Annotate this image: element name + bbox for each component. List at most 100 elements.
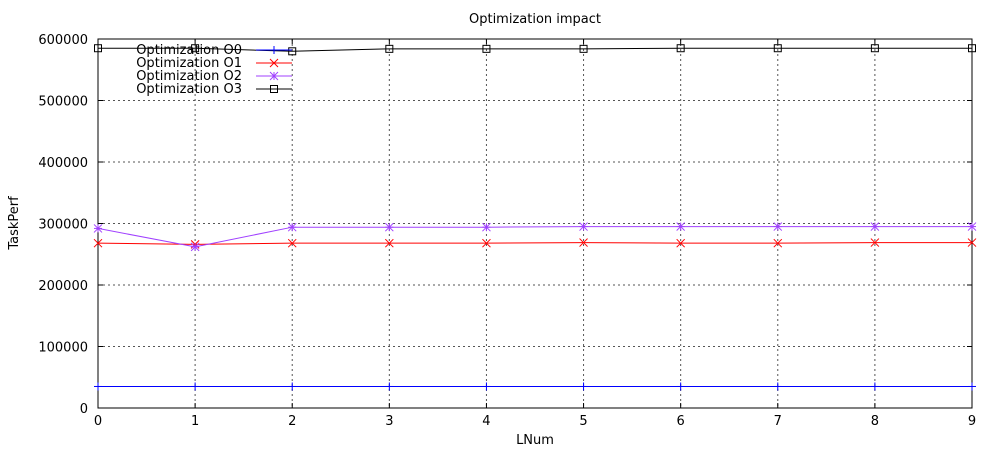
series-line [97, 226, 972, 248]
series-3 [94, 44, 976, 56]
data-point [579, 222, 588, 231]
data-point [773, 382, 782, 391]
marker-square [482, 44, 491, 53]
legend-label: Optimization O1 [136, 56, 242, 71]
data-point [482, 222, 491, 232]
data-point [676, 238, 686, 248]
marker-stroke [676, 238, 686, 248]
marker-stroke [967, 238, 977, 247]
data-point [94, 44, 102, 53]
data-point [269, 58, 279, 68]
data-point [270, 85, 278, 93]
marker-square [191, 44, 200, 53]
y-tick-label: 500000 [38, 95, 88, 110]
marker-square [270, 85, 278, 93]
marker-square [968, 44, 976, 53]
x-tick-label: 9 [968, 414, 976, 429]
data-point [870, 238, 880, 247]
x-tick-label: 6 [677, 414, 685, 429]
data-point [270, 46, 278, 54]
data-point [773, 238, 783, 248]
marker-square [579, 44, 588, 53]
y-tick-label: 200000 [38, 279, 88, 294]
data-point [94, 382, 102, 391]
data-point [870, 382, 879, 391]
y-tick-label: 300000 [38, 218, 88, 233]
x-tick-label: 4 [482, 414, 490, 429]
data-point [191, 382, 200, 391]
x-axis-label: LNum [516, 433, 554, 448]
marker-square [676, 44, 685, 53]
data-point [773, 222, 783, 231]
marker-stroke [870, 222, 880, 231]
data-point [482, 238, 491, 248]
marker-stroke [579, 238, 588, 247]
series-group [93, 44, 977, 391]
marker-square [773, 44, 782, 53]
legend-label: Optimization O3 [136, 82, 242, 97]
x-tick-label: 5 [579, 414, 587, 429]
marker-stroke [967, 222, 977, 231]
data-point [968, 382, 976, 391]
data-point [190, 242, 200, 252]
data-point [288, 382, 297, 391]
marker-stroke [287, 222, 297, 232]
data-point [93, 238, 103, 248]
x-tick-label: 3 [385, 414, 393, 429]
marker-stroke [93, 238, 103, 248]
x-tick-label: 2 [288, 414, 296, 429]
data-point [384, 238, 394, 248]
marker-stroke [482, 238, 491, 248]
data-point [579, 238, 588, 247]
legend-entry: Optimization O2 [136, 69, 292, 84]
marker-square [288, 47, 297, 56]
data-point [384, 222, 394, 232]
data-point [288, 47, 297, 56]
marker-stroke [579, 222, 588, 231]
marker-stroke [482, 222, 491, 232]
data-point [287, 222, 297, 232]
x-tick-label: 0 [94, 414, 102, 429]
chart-title: Optimization impact [469, 12, 601, 27]
series-0 [94, 382, 976, 391]
data-point [870, 222, 880, 231]
marker-stroke [870, 238, 880, 247]
legend-entry: Optimization O1 [136, 56, 292, 71]
marker-square [385, 44, 394, 53]
series-1 [93, 238, 977, 249]
x-tick-label: 7 [774, 414, 782, 429]
data-point [676, 382, 685, 391]
x-tick-label: 8 [871, 414, 879, 429]
data-point [579, 44, 588, 53]
marker-square [94, 44, 102, 53]
axes: 0 1 2 3 4 5 6 7 8 9 0 100000 200000 300000 400000 50000… [38, 33, 976, 429]
marker-stroke [93, 224, 103, 233]
y-axis-label: TaskPerf [7, 196, 22, 251]
data-point [773, 44, 782, 53]
data-point [579, 382, 588, 391]
series-line [98, 47, 972, 52]
legend-label: Optimization O0 [136, 43, 242, 58]
grid [98, 39, 972, 408]
y-tick-label: 600000 [38, 33, 88, 48]
data-point [967, 222, 977, 231]
marker-stroke [269, 58, 279, 68]
marker-stroke [190, 242, 200, 252]
data-point [482, 44, 491, 53]
data-point [968, 44, 976, 53]
data-point [287, 238, 297, 248]
data-point [870, 44, 879, 53]
marker-stroke [384, 222, 394, 232]
marker-stroke [773, 238, 783, 248]
legend-label: Optimization O2 [136, 69, 242, 84]
marker-stroke [384, 238, 394, 248]
legend-entry: Optimization O3 [136, 82, 292, 97]
data-point [385, 44, 394, 53]
y-tick-label: 0 [80, 402, 88, 417]
marker-stroke [773, 222, 783, 231]
marker-stroke [269, 71, 279, 81]
data-point [385, 382, 394, 391]
y-tick-label: 100000 [38, 341, 88, 356]
